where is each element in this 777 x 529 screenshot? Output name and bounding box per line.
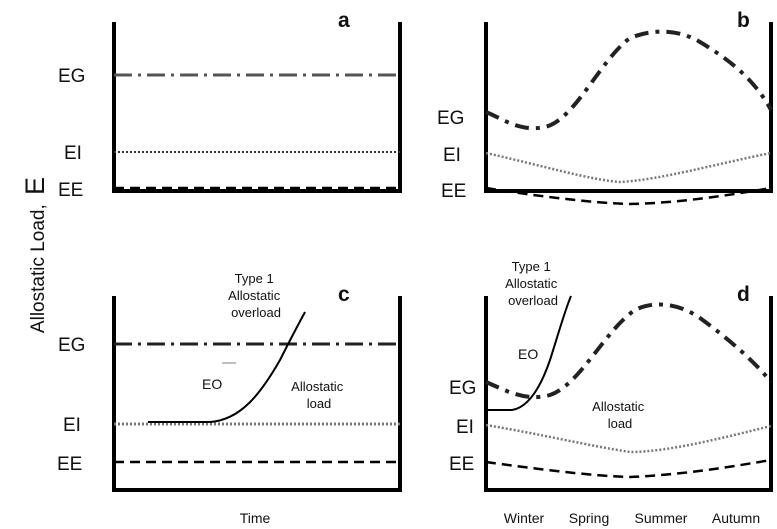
panel-b-eg-label: EG: [437, 108, 464, 129]
panel-b-ei-curve: [485, 151, 772, 184]
panel-d-letter: d: [737, 283, 750, 306]
season-label-spring: Spring: [569, 510, 609, 526]
panel-d-frame: [484, 296, 773, 492]
panel-b-ee-label: EE: [441, 181, 466, 202]
panel-a-ee-label: EE: [58, 180, 83, 201]
panel-d-load-line-1: Allostatic: [592, 399, 645, 414]
panel-c-ei-label: EI: [63, 415, 81, 436]
panel-b-eg-curve: [485, 29, 773, 131]
panel-d-ee-curve: [485, 458, 772, 479]
panel-d-ei-curve: [485, 423, 772, 454]
panel-a-letter: a: [338, 9, 350, 32]
y-axis-title-prefix: Allostatic Load,: [28, 204, 49, 333]
panel-a-ei-label: EI: [64, 143, 82, 164]
panel-a-eg-label: EG: [58, 66, 85, 87]
panel-b: b EG EI EE: [437, 9, 773, 206]
y-axis-title: Allostatic Load, E: [20, 177, 50, 333]
y-axis-title-symbol: E: [20, 177, 50, 195]
panel-c-overload-line-3: overload: [231, 305, 281, 320]
panel-c-load-line-1: Allostatic: [291, 379, 344, 394]
panel-b-ee-curve: [485, 186, 772, 206]
panel-c-load-line-2: load: [307, 396, 332, 411]
panel-d-overload-line-3: overload: [508, 293, 558, 308]
season-label-autumn: Autumn: [712, 510, 760, 526]
panel-c-overload-line-2: Allostatic: [228, 288, 281, 303]
panel-d-overload-line-1: Type 1: [512, 259, 551, 274]
panel-c-overload-label: Type 1 Allostatic overload: [228, 271, 284, 320]
panel-d-eo-curve: [488, 295, 572, 411]
x-caption-time: Time: [240, 510, 271, 526]
panel-c-eo-curve: [148, 311, 306, 423]
panel-d-overload-line-2: Allostatic: [505, 276, 558, 291]
panel-d-eo-label: EO: [518, 346, 538, 362]
panel-d-load-line-2: load: [608, 416, 633, 431]
panel-b-frame: [484, 22, 773, 193]
panel-d-load-label: Allostatic load: [592, 399, 648, 431]
panel-d-eg-curve: [485, 302, 773, 400]
panel-d: d EG EI EE Type 1 Allostatic overload EO…: [449, 259, 773, 492]
panel-c-eg-label: EG: [58, 335, 85, 356]
season-label-winter: Winter: [504, 510, 545, 526]
panel-c-ee-label: EE: [57, 454, 82, 475]
panel-a: a EG EI EE: [58, 9, 402, 201]
panel-d-eg-label: EG: [449, 378, 476, 399]
svg-text:Allostatic Load, E: Allostatic Load, E: [20, 177, 50, 333]
panel-d-ee-label: EE: [449, 454, 474, 475]
panel-b-letter: b: [737, 9, 750, 32]
panel-c-frame: [112, 296, 402, 492]
panel-c-overload-line-1: Type 1: [235, 271, 274, 286]
panel-c-load-label: Allostatic load: [291, 379, 347, 411]
season-label-summer: Summer: [635, 510, 688, 526]
panel-d-overload-label: Type 1 Allostatic overload: [505, 259, 561, 308]
panel-d-ei-label: EI: [456, 417, 474, 438]
panel-c-eo-label: EO: [202, 376, 222, 392]
panel-a-frame: [112, 22, 402, 193]
x-caption-seasons: Winter Spring Summer Autumn: [504, 510, 760, 526]
panel-b-ei-label: EI: [443, 145, 461, 166]
panel-c-letter: c: [338, 283, 350, 306]
panel-c: c EG EI EE Type 1 Allostatic overload EO…: [57, 271, 402, 492]
